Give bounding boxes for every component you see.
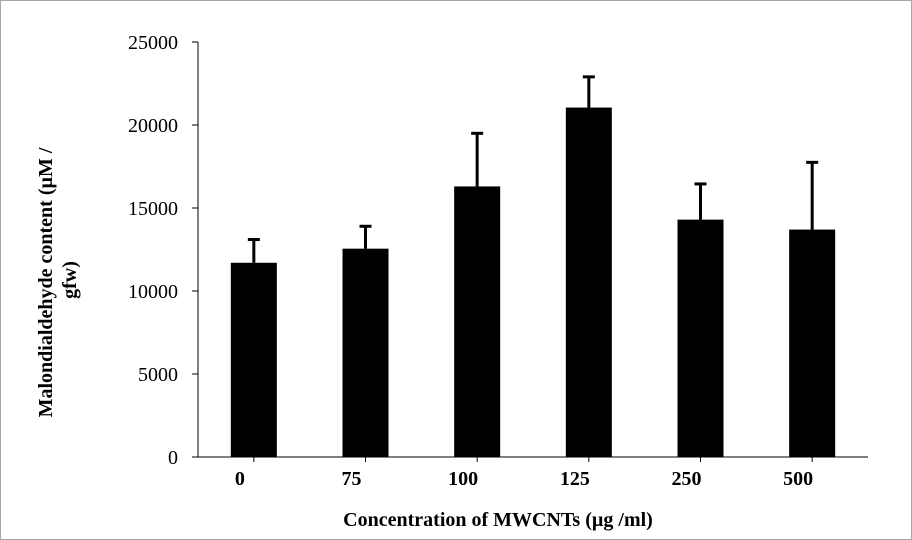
bar: [677, 219, 724, 457]
y-tick-label: 5000: [138, 364, 178, 386]
y-axis-title: Malondialdehyde content (µM / gfw): [35, 143, 81, 418]
x-tick-label: 125: [560, 468, 590, 490]
x-tick-label: 500: [783, 468, 813, 490]
y-tick-label: 20000: [128, 115, 178, 137]
x-tick-label: 100: [448, 468, 478, 490]
bar: [454, 186, 501, 458]
y-tick-labels: 0 5000 10000 15000 20000 25000: [128, 32, 178, 469]
y-axis: [192, 41, 199, 458]
x-tick-label: 250: [672, 468, 702, 490]
x-tick-labels: 0 75 100 125 250 500: [235, 468, 813, 490]
y-axis-title-line-1: Malondialdehyde content (µM /: [35, 147, 57, 417]
bars: [230, 107, 836, 458]
y-tick-label: 0: [168, 447, 178, 469]
y-tick-label: 15000: [128, 198, 178, 220]
bar: [565, 107, 612, 457]
y-axis-title-line-2: gfw): [59, 261, 81, 299]
y-tick-label: 25000: [128, 32, 178, 54]
y-tick-label: 10000: [128, 281, 178, 303]
error-bars: [247, 75, 819, 263]
x-axis-title: Concentration of MWCNTs (µg /ml): [343, 509, 653, 531]
x-tick-label: 75: [342, 468, 362, 490]
x-axis: [198, 456, 868, 462]
bar: [230, 262, 277, 457]
x-tick-label: 0: [235, 468, 245, 490]
bar: [789, 229, 836, 457]
bar: [342, 248, 389, 457]
